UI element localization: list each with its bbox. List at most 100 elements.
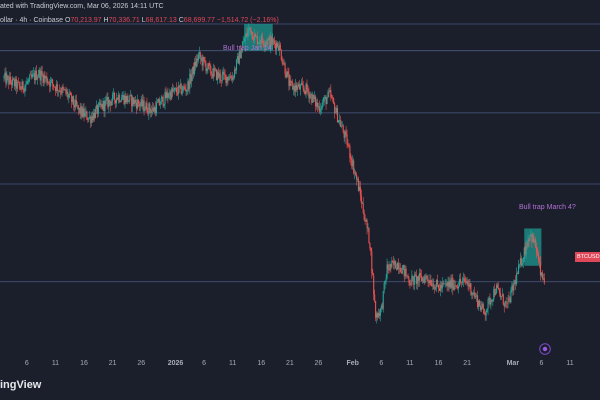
- candle-body: [336, 108, 339, 123]
- candle-body: [60, 92, 62, 94]
- candle-body: [272, 39, 274, 45]
- candle-body: [114, 99, 117, 104]
- candle-body: [335, 112, 337, 114]
- candle-body: [441, 282, 443, 289]
- candle-body: [511, 285, 513, 290]
- candle-body: [363, 212, 365, 220]
- candle-body: [505, 301, 507, 303]
- candle-body: [457, 286, 460, 289]
- ohlc-close-label: C: [178, 17, 184, 24]
- candle-body: [538, 255, 540, 261]
- candle-body: [149, 103, 151, 111]
- candle-body: [173, 90, 175, 92]
- candle-body: [67, 91, 69, 98]
- candle-body: [421, 277, 423, 281]
- candle-body: [150, 110, 152, 113]
- x-tick-label: 21: [109, 360, 117, 367]
- candle-body: [309, 94, 311, 99]
- tradingview-logo-icon[interactable]: [539, 343, 551, 355]
- candle-body: [382, 290, 384, 309]
- candle-body: [257, 42, 259, 45]
- candle-body: [282, 63, 284, 64]
- candle-body: [485, 312, 487, 316]
- candle-body: [127, 95, 129, 102]
- candle-body: [355, 172, 357, 175]
- candle-body: [225, 74, 227, 84]
- candle-body: [449, 280, 451, 288]
- candle-body: [195, 58, 198, 67]
- candle-body: [321, 102, 323, 109]
- candle-body: [463, 278, 465, 279]
- candle-body: [255, 36, 258, 37]
- candle-body: [91, 116, 93, 123]
- candle-body: [483, 309, 485, 314]
- candle-body: [23, 89, 25, 92]
- candle-body: [87, 119, 89, 121]
- candle-body: [189, 73, 191, 89]
- candle-body: [533, 235, 535, 243]
- candle-body: [516, 273, 518, 285]
- candle-body: [238, 50, 240, 64]
- candle-body: [523, 247, 525, 258]
- candle-body: [56, 84, 58, 92]
- candle-body: [291, 81, 293, 84]
- candle-body: [166, 92, 168, 99]
- candle-body: [437, 280, 439, 285]
- candle-body: [158, 99, 160, 106]
- candle-body: [486, 308, 488, 313]
- candle-body: [174, 87, 177, 89]
- candle-body: [93, 112, 96, 119]
- candle-body: [482, 303, 484, 310]
- candle-body: [437, 284, 440, 289]
- candle-body: [161, 96, 163, 99]
- candle-body: [481, 303, 483, 307]
- bull-trap-zone-2: [524, 228, 542, 266]
- candle-body: [532, 235, 534, 243]
- candle-body: [473, 292, 475, 295]
- candle-body: [307, 89, 309, 92]
- candle-body: [491, 299, 493, 301]
- candle-body: [349, 146, 351, 159]
- candle-body: [501, 294, 503, 297]
- candle-body: [80, 106, 82, 115]
- candle-body: [126, 95, 128, 103]
- candle-body: [125, 95, 127, 103]
- candle-body: [123, 95, 125, 105]
- candle-body: [476, 295, 478, 296]
- candle-body: [11, 82, 13, 86]
- candle-body: [453, 285, 455, 290]
- candle-body: [386, 264, 388, 279]
- candle-body: [53, 86, 56, 88]
- candle-body: [376, 313, 379, 318]
- x-tick-label: Mar: [507, 360, 520, 367]
- candle-body: [116, 98, 118, 100]
- candle-body: [489, 297, 491, 305]
- candle-body: [75, 100, 77, 106]
- candle-body: [221, 74, 223, 81]
- candle-body: [338, 120, 340, 121]
- candle-body: [381, 305, 383, 309]
- candle-body: [265, 42, 267, 44]
- candle-body: [94, 109, 97, 119]
- candle-body: [351, 159, 353, 167]
- candle-body: [362, 203, 364, 213]
- candle-body: [39, 69, 41, 81]
- candle-body: [222, 72, 224, 75]
- candle-body: [494, 289, 496, 295]
- candle-body: [479, 305, 481, 311]
- candle-body: [105, 100, 107, 101]
- candle-body: [374, 294, 376, 301]
- candle-body: [493, 289, 495, 300]
- candle-body: [164, 92, 166, 105]
- candle-body: [92, 116, 94, 121]
- candle-body: [17, 81, 19, 83]
- candle-body: [300, 82, 302, 86]
- candle-body: [78, 107, 80, 110]
- candle-body: [95, 105, 97, 110]
- x-tick-label: 11: [406, 360, 413, 367]
- candle-body: [353, 160, 355, 174]
- candle-body: [213, 68, 215, 78]
- candle-body: [391, 261, 393, 268]
- candle-body: [224, 74, 226, 75]
